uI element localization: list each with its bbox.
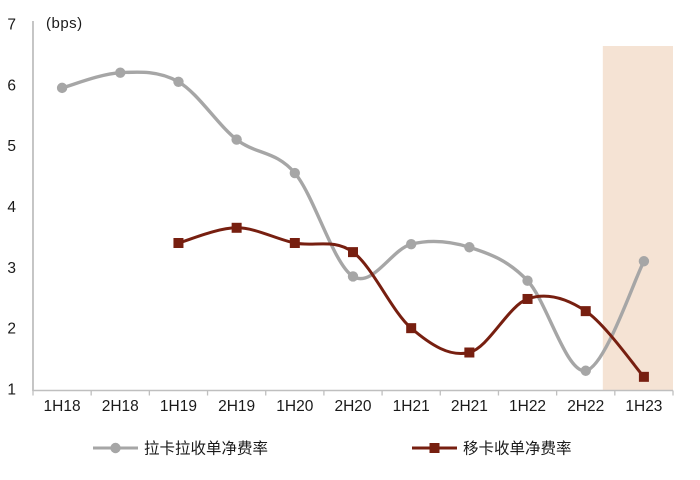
data-point-circle (580, 365, 591, 376)
x-axis-label: 2H21 (451, 398, 488, 415)
y-axis-label: 7 (7, 17, 16, 34)
data-point-circle (522, 275, 533, 286)
series-line-0 (60, 70, 646, 373)
y-axis-label: 4 (7, 199, 16, 216)
x-axis-ticks (32, 390, 674, 396)
data-point-square (522, 293, 533, 304)
legend-square-marker (429, 443, 440, 453)
series-line-1 (176, 226, 646, 379)
data-point-square (638, 371, 649, 382)
x-axis-label: 1H20 (276, 398, 313, 415)
legend-circle-marker (110, 442, 121, 454)
legend-item-1: 移卡收单净费率 (412, 440, 572, 458)
x-axis-label: 2H19 (218, 398, 255, 415)
x-axis-label: 1H23 (625, 398, 662, 415)
y-axis-label: 5 (7, 138, 16, 155)
data-point-circle (638, 256, 650, 267)
x-axis-label: 2H18 (102, 398, 139, 415)
data-point-square (289, 238, 300, 248)
x-axis-label: 1H21 (393, 398, 430, 415)
x-axis-label: 1H22 (509, 398, 546, 415)
data-point-circle (115, 67, 126, 78)
data-point-circle (56, 82, 68, 94)
legend-item-0: 拉卡拉收单净费率 (93, 440, 268, 458)
data-point-square (464, 347, 475, 358)
data-point-circle (464, 242, 475, 253)
data-point-square (580, 306, 591, 317)
data-point-circle (231, 134, 242, 145)
data-point-square (173, 238, 184, 248)
data-point-circle (173, 76, 184, 87)
legend-label: 移卡收单净费率 (463, 440, 572, 458)
y-axis-label: 1 (7, 382, 16, 399)
y-axis-unit-label: (bps) (46, 15, 83, 32)
x-axis-label: 1H19 (160, 398, 197, 415)
x-axis-label: 1H18 (44, 398, 81, 415)
data-point-square (348, 247, 358, 258)
legend-label: 拉卡拉收单净费率 (144, 440, 268, 458)
data-point-square (231, 222, 242, 233)
data-point-circle (347, 271, 359, 282)
y-axis-label: 3 (7, 260, 16, 277)
data-point-circle (289, 167, 301, 179)
data-point-circle (405, 239, 417, 250)
y-axis-label: 6 (7, 77, 16, 94)
y-axis-label: 2 (7, 321, 16, 338)
data-point-square (406, 323, 417, 334)
x-axis-label: 2H22 (567, 398, 604, 415)
x-axis-label: 2H20 (334, 398, 371, 415)
